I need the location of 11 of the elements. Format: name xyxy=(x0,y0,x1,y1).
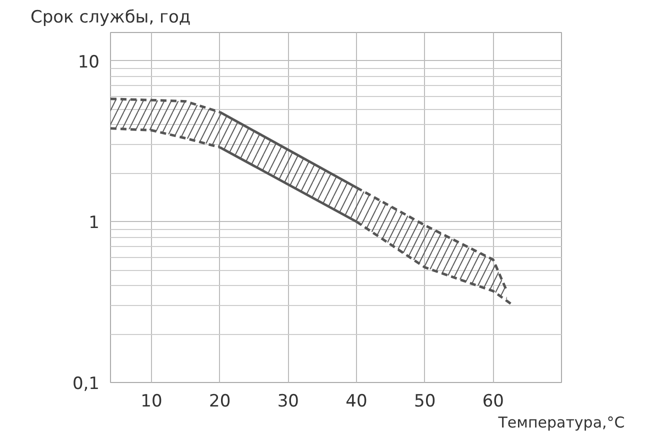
y-tick-label: 1 xyxy=(88,213,100,234)
x-tick-label: 60 xyxy=(482,392,504,412)
y-axis-title: Срок службы, год xyxy=(30,8,191,28)
x-tick-label: 40 xyxy=(346,392,368,412)
x-tick-label: 10 xyxy=(140,392,162,412)
y-tick-label: 0,1 xyxy=(72,374,100,394)
x-tick-label: 50 xyxy=(414,392,436,412)
x-axis-title: Температура,°C xyxy=(497,414,625,432)
x-tick-label: 30 xyxy=(277,392,299,412)
x-tick-label: 20 xyxy=(209,392,231,412)
y-tick-label: 10 xyxy=(78,52,100,72)
